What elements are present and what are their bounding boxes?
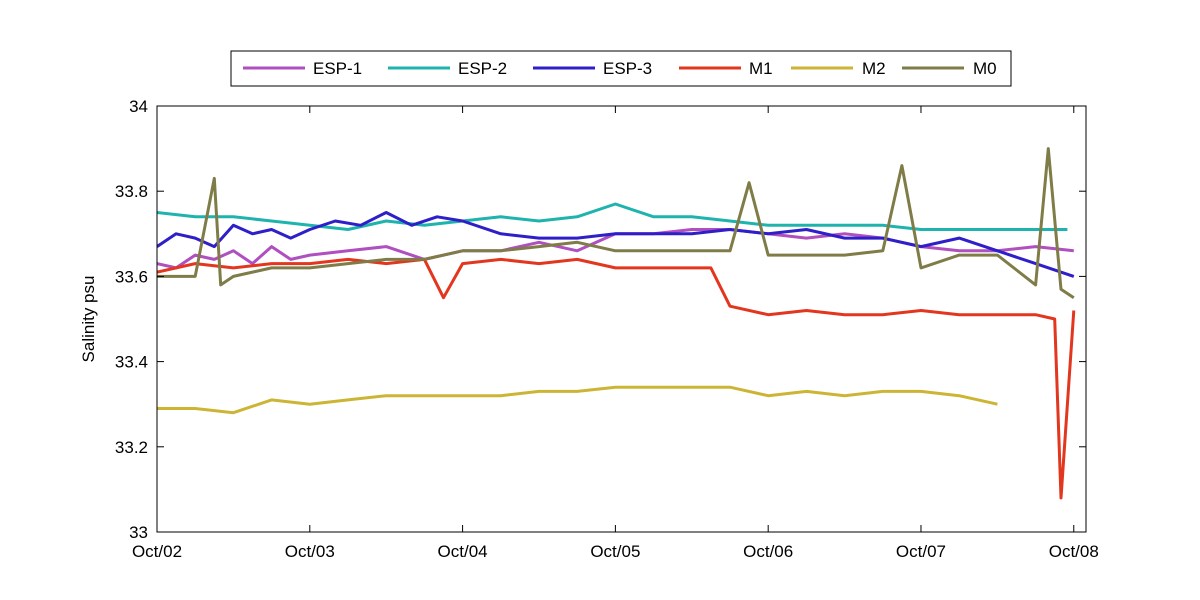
x-tick-label: Oct/05: [590, 542, 640, 561]
y-tick-label: 34: [129, 97, 148, 116]
series-line-m2: [157, 385, 998, 415]
series-line-esp-2: [157, 202, 1068, 231]
legend-box: [230, 50, 1012, 87]
x-tick-label: Oct/08: [1049, 542, 1099, 561]
y-axis: 33 33.2 33.4 33.6 33.8 34: [115, 97, 1086, 542]
plot-area: [157, 147, 1076, 500]
series-line-esp-3: [157, 211, 1075, 278]
y-tick-label: 33: [129, 523, 148, 542]
x-tick-label: Oct/07: [896, 542, 946, 561]
y-tick-label: 33.4: [115, 353, 148, 372]
x-tick-label: Oct/02: [132, 542, 182, 561]
y-tick-label: 33.2: [115, 438, 148, 457]
x-axis: Oct/02 Oct/03 Oct/04 Oct/05 Oct/06 Oct/07 Oct/…: [132, 106, 1099, 561]
y-tick-label: 33.8: [115, 182, 148, 201]
plot-frame: [156, 105, 1087, 533]
legend-label-m1: M1: [749, 59, 773, 78]
x-tick-label: Oct/03: [285, 542, 335, 561]
y-axis-title: Salinity psu: [79, 276, 98, 363]
series-line-m0: [157, 147, 1075, 299]
series-line-m1: [157, 257, 1076, 500]
legend-label-m0: M0: [973, 59, 997, 78]
legend: ESP-1 ESP-2 ESP-3 M1 M2 M0: [230, 50, 1012, 87]
legend-label-m2: M2: [862, 59, 886, 78]
y-tick-label: 33.6: [115, 267, 148, 286]
x-tick-label: Oct/04: [438, 542, 488, 561]
legend-label-esp-3: ESP-3: [603, 59, 652, 78]
legend-label-esp-1: ESP-1: [313, 59, 362, 78]
x-tick-label: Oct/06: [743, 542, 793, 561]
legend-label-esp-2: ESP-2: [458, 59, 507, 78]
